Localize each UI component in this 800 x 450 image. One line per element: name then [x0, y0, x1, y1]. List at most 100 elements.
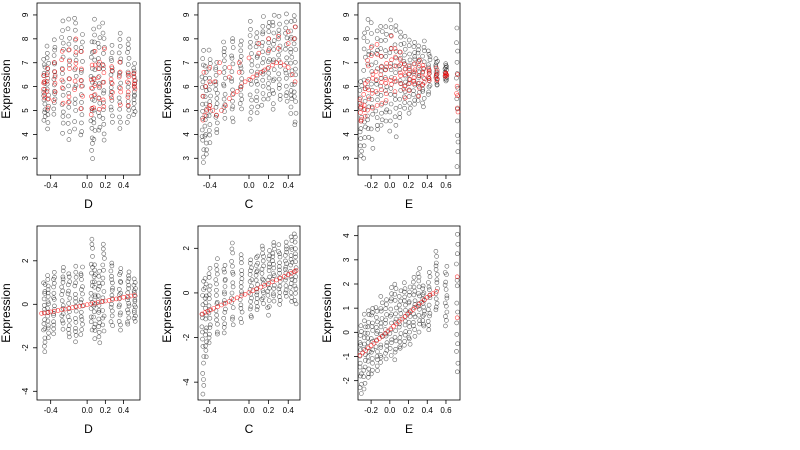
data-point	[358, 323, 364, 329]
data-point	[72, 283, 78, 289]
x-tick-label: 0.2	[263, 406, 275, 415]
data-point	[270, 101, 276, 106]
data-point	[60, 306, 66, 311]
data-point	[125, 295, 131, 300]
data-point	[358, 136, 364, 141]
data-point	[288, 19, 294, 24]
data-point	[66, 47, 72, 53]
data-point	[454, 96, 460, 102]
data-point	[80, 39, 85, 45]
x-tick-label: 0.2	[100, 406, 112, 415]
data-point	[67, 57, 72, 63]
data-point	[283, 290, 288, 296]
chart-panel-2: -0.4 0.0 0.2 0.4 3 4 5 6 7 8 9 C Expression	[160, 2, 301, 211]
data-point	[51, 111, 57, 117]
data-point	[421, 304, 427, 310]
data-point	[433, 249, 439, 254]
data-point	[80, 32, 85, 37]
data-point	[283, 283, 289, 289]
data-point	[389, 285, 394, 290]
data-point	[95, 40, 101, 46]
data-point	[234, 295, 240, 301]
data-point	[215, 329, 220, 335]
data-point	[393, 78, 399, 84]
data-point	[402, 332, 408, 338]
data-point	[426, 280, 431, 285]
data-point	[255, 82, 260, 87]
data-point	[293, 274, 299, 280]
data-point	[239, 97, 245, 102]
data-point	[45, 318, 51, 324]
data-point	[92, 16, 97, 22]
data-point	[425, 318, 431, 324]
data-point	[52, 69, 57, 74]
data-point	[421, 311, 427, 317]
x-tick-label: 0.4	[283, 406, 295, 415]
data-point	[261, 301, 266, 306]
data-point	[256, 50, 262, 56]
data-point	[361, 68, 367, 73]
data-point	[289, 54, 295, 60]
data-point	[201, 70, 207, 75]
data-point	[73, 60, 79, 66]
data-point	[253, 272, 259, 278]
data-point	[132, 86, 138, 92]
data-point	[402, 339, 407, 344]
data-point	[388, 327, 394, 333]
data-point	[46, 330, 51, 336]
data-point	[66, 94, 72, 100]
data-point	[214, 312, 219, 318]
data-point	[100, 20, 105, 26]
data-point	[276, 249, 281, 254]
data-point	[266, 70, 272, 76]
data-point	[265, 305, 271, 311]
data-point	[266, 24, 271, 30]
data-point	[434, 254, 439, 259]
data-point	[411, 311, 416, 317]
data-point	[266, 75, 272, 81]
y-tick-label: 4	[21, 132, 30, 137]
data-point	[383, 98, 389, 103]
data-point	[96, 74, 102, 79]
data-point	[214, 293, 219, 298]
data-point	[45, 273, 50, 278]
data-point	[383, 37, 388, 43]
data-point	[229, 78, 234, 84]
data-point	[271, 286, 277, 291]
data-point	[407, 71, 412, 77]
data-point	[234, 89, 240, 94]
data-point	[109, 263, 115, 269]
data-point	[379, 29, 385, 34]
data-point	[271, 243, 277, 248]
data-point	[92, 83, 98, 88]
data-point	[51, 295, 56, 301]
data-point	[288, 111, 294, 116]
data-point	[433, 56, 439, 62]
data-point	[397, 321, 402, 327]
data-point	[388, 25, 394, 30]
data-point	[88, 290, 94, 296]
data-point	[406, 310, 412, 316]
data-point	[260, 60, 265, 66]
data-point	[41, 73, 46, 78]
data-point	[427, 313, 432, 319]
data-point	[374, 315, 379, 320]
data-point	[412, 69, 418, 75]
data-point	[271, 293, 276, 299]
data-point	[102, 256, 107, 261]
data-point	[213, 277, 219, 283]
data-point	[398, 42, 404, 47]
data-point	[51, 290, 57, 296]
data-point	[92, 292, 98, 298]
data-point	[60, 28, 65, 33]
data-point	[384, 31, 389, 37]
data-point	[292, 283, 298, 289]
data-point	[227, 65, 232, 70]
data-point	[79, 297, 84, 303]
data-point	[223, 306, 228, 312]
series-observed	[41, 15, 138, 161]
data-point	[426, 66, 432, 72]
data-point	[126, 74, 132, 79]
data-point	[109, 42, 115, 48]
data-point	[283, 83, 289, 89]
